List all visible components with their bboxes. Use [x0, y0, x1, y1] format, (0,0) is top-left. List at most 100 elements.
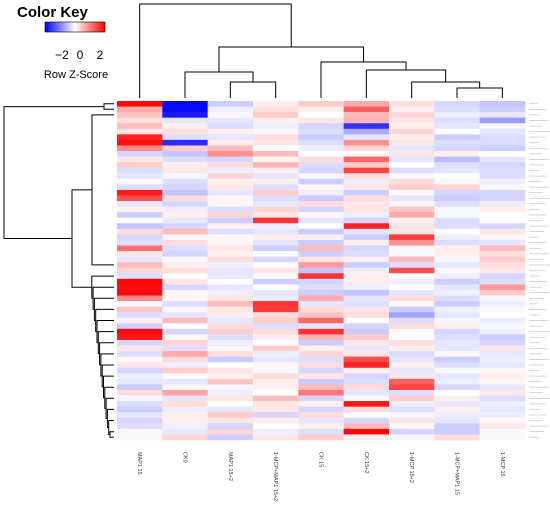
heatmap-cell: [117, 212, 163, 219]
heatmap-cell: [253, 389, 299, 396]
heatmap-cell: [479, 245, 526, 252]
heatmap-cell: [253, 234, 299, 241]
heatmap-cell: [389, 245, 435, 252]
heatmap-cell: [298, 301, 344, 307]
heatmap-cell: [434, 378, 480, 385]
heatmap-cell: [298, 412, 344, 419]
heatmap-cell: [343, 262, 390, 269]
heatmap-cell: [253, 167, 299, 174]
heatmap-cell: [434, 406, 480, 413]
heatmap-cell: [207, 301, 254, 307]
heatmap-cell: [479, 345, 526, 352]
heatmap-cell: [479, 417, 526, 424]
heatmap-cell: [117, 339, 163, 346]
heatmap-cell: [207, 201, 254, 207]
heatmap-cell: [298, 417, 344, 424]
heatmap-cell: [298, 206, 344, 213]
heatmap-cell: [434, 112, 480, 118]
heatmap-cell: [343, 184, 390, 191]
heatmap-cell: [389, 262, 435, 269]
heatmap-cell: [253, 106, 299, 113]
heatmap-cell: [479, 339, 526, 346]
heatmap-cell: [117, 228, 163, 235]
heatmap-cell: [479, 101, 526, 107]
heatmap-cells: [117, 101, 526, 441]
heatmap-cell: [343, 117, 390, 124]
heatmap-cell: [253, 101, 299, 107]
heatmap-cell: [253, 117, 299, 124]
heatmap-cell: [117, 306, 163, 313]
heatmap-cell: [343, 206, 390, 213]
heatmap-cell: [434, 373, 480, 380]
heatmap-cell: [162, 389, 208, 396]
heatmap-cell: [253, 373, 299, 380]
heatmap-cell: [298, 134, 344, 141]
heatmap-cell: [343, 106, 390, 113]
heatmap-cell: [479, 317, 526, 324]
heatmap-cell: [343, 362, 390, 369]
heatmap-cell: [479, 151, 526, 157]
heatmap-cell: [434, 417, 480, 424]
row-labels: [529, 103, 550, 438]
heatmap-cell: [434, 323, 480, 330]
heatmap-cell: [253, 317, 299, 324]
heatmap-cell: [162, 351, 208, 357]
heatmap-cell: [298, 351, 344, 357]
heatmap-cell: [389, 295, 435, 302]
heatmap-cell: [207, 167, 254, 174]
heatmap-cell: [253, 239, 299, 246]
heatmap-cell: [162, 301, 208, 307]
heatmap-cell: [298, 423, 344, 430]
heatmap-cell: [434, 334, 480, 341]
heatmap-cell: [479, 145, 526, 152]
heatmap-cell: [343, 123, 390, 130]
heatmap-cell: [479, 401, 526, 407]
heatmap-cell: [207, 223, 254, 230]
heatmap-cell: [298, 201, 344, 207]
heatmap-cell: [479, 178, 526, 185]
heatmap-cell: [389, 256, 435, 263]
heatmap-cell: [343, 323, 390, 330]
heatmap-cell: [343, 345, 390, 352]
heatmap-cell: [207, 401, 254, 407]
heatmap-cell: [343, 217, 390, 224]
heatmap-cell: [253, 278, 299, 285]
row-dendrogram-branch: [103, 103, 114, 110]
heatmap-cell: [117, 167, 163, 174]
heatmap-cell: [117, 195, 163, 202]
column-label: MAP1 15: [136, 452, 142, 475]
heatmap-cell: [207, 428, 254, 435]
heatmap-cell: [389, 156, 435, 163]
heatmap-cell: [253, 123, 299, 130]
heatmap-cell: [253, 339, 299, 346]
heatmap-cell: [389, 239, 435, 246]
heatmap-cell: [389, 195, 435, 202]
heatmap-cell: [253, 162, 299, 168]
heatmap-cell: [389, 417, 435, 424]
color-key-tick-mid: 0: [77, 48, 84, 62]
heatmap-cell: [389, 173, 435, 180]
heatmap-cell: [162, 239, 208, 246]
color-key-tick-high: 2: [97, 48, 104, 62]
heatmap-cell: [343, 178, 390, 185]
heatmap-cell: [434, 234, 480, 241]
heatmap-cell: [389, 434, 435, 441]
heatmap-cell: [162, 195, 208, 202]
heatmap-cell: [343, 278, 390, 285]
heatmap-cell: [162, 234, 208, 241]
heatmap-cell: [479, 239, 526, 246]
heatmap-cell: [117, 389, 163, 396]
heatmap-cell: [298, 195, 344, 202]
heatmap-cell: [479, 328, 526, 335]
heatmap-cell: [117, 239, 163, 246]
heatmap-cell: [117, 428, 163, 435]
column-label: 1-MCP+MAP1 15: [454, 452, 460, 495]
heatmap-cell: [207, 206, 254, 213]
heatmap-cell: [343, 367, 390, 374]
heatmap-cell: [117, 206, 163, 213]
heatmap-cell: [389, 317, 435, 324]
heatmap-cell: [434, 367, 480, 374]
heatmap-cell: [434, 251, 480, 257]
heatmap-cell: [343, 406, 390, 413]
